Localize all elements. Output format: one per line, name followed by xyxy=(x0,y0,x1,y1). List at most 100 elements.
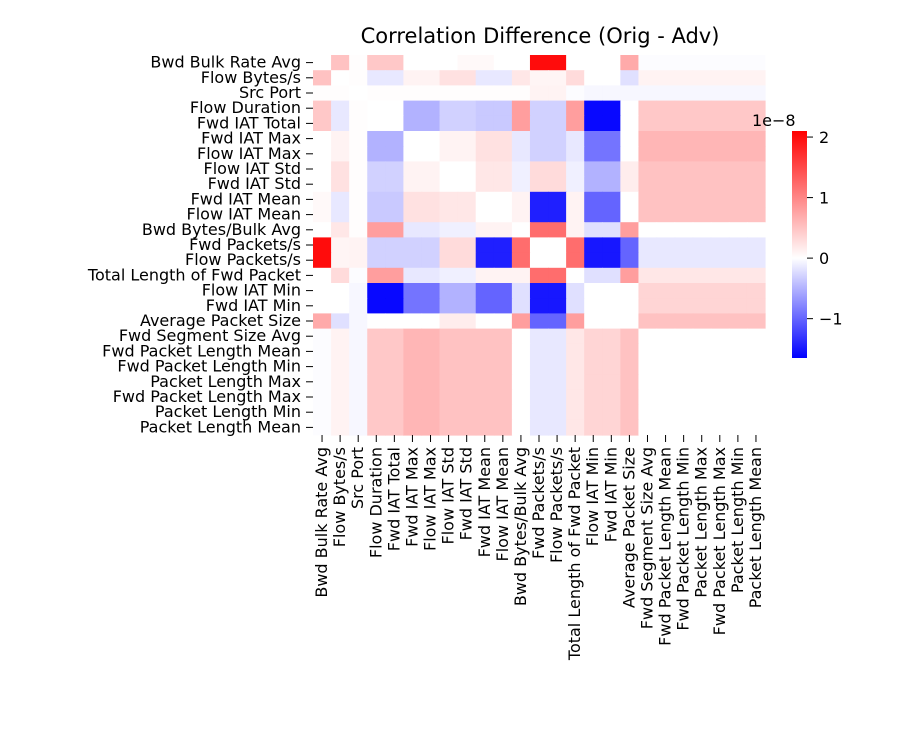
heatmap-cell xyxy=(566,298,585,314)
heatmap-cell xyxy=(584,313,603,330)
heatmap-cell xyxy=(548,359,567,375)
heatmap-cell xyxy=(602,161,621,178)
heatmap-cell xyxy=(403,176,423,193)
heatmap-cell xyxy=(692,85,712,102)
heatmap-cell xyxy=(511,131,531,147)
heatmap-cell xyxy=(421,161,441,178)
heatmap-cell xyxy=(728,359,748,375)
heatmap-cell xyxy=(313,298,332,314)
heatmap-cell xyxy=(656,328,676,345)
heatmap-cell xyxy=(475,419,495,436)
heatmap-cell xyxy=(584,85,603,102)
heatmap-cell xyxy=(349,115,368,132)
heatmap-cell xyxy=(638,359,658,375)
heatmap-cell xyxy=(674,207,694,223)
y-tick-label: Packet Length Mean xyxy=(140,417,301,436)
heatmap-cell xyxy=(620,115,640,132)
heatmap-cell xyxy=(746,85,766,102)
heatmap-cell xyxy=(656,161,676,178)
heatmap-cell xyxy=(584,131,603,147)
y-tick-label: Bwd Bytes/Bulk Avg xyxy=(142,220,301,239)
heatmap-cell xyxy=(584,252,603,269)
x-tick-label: Packet Length Max xyxy=(692,447,711,598)
heatmap-cell xyxy=(493,70,513,86)
heatmap-cell xyxy=(602,328,621,345)
heatmap-cell xyxy=(602,176,621,193)
heatmap-cell xyxy=(692,70,712,86)
heatmap-cell xyxy=(385,343,404,360)
heatmap-cell xyxy=(566,328,585,345)
heatmap-cell xyxy=(511,146,531,162)
heatmap-cell xyxy=(385,419,404,436)
x-tick-label: Fwd IAT Std xyxy=(457,447,476,540)
heatmap-cell xyxy=(421,359,441,375)
heatmap-cell xyxy=(638,176,658,193)
heatmap-cell xyxy=(421,146,441,162)
heatmap-cell xyxy=(493,298,513,314)
heatmap-cell xyxy=(529,191,549,208)
heatmap-cell xyxy=(638,237,658,254)
heatmap-cell xyxy=(457,55,477,71)
heatmap-cell xyxy=(602,85,621,102)
heatmap-cell xyxy=(331,85,350,102)
heatmap-cell xyxy=(367,161,386,178)
heatmap-cell xyxy=(728,343,748,360)
heatmap-cell xyxy=(692,176,712,193)
heatmap-cell xyxy=(331,207,350,223)
heatmap-cell xyxy=(674,70,694,86)
heatmap-cell xyxy=(367,283,386,299)
heatmap-cell xyxy=(439,100,459,117)
heatmap-cell xyxy=(620,389,640,406)
y-tick-label: Fwd Packet Length Max xyxy=(113,387,301,406)
heatmap-cell xyxy=(548,115,567,132)
heatmap-cell xyxy=(313,222,332,238)
heatmap-cell xyxy=(728,298,748,314)
heatmap-cell xyxy=(475,100,495,117)
heatmap-cell xyxy=(566,176,585,193)
heatmap-cell xyxy=(584,404,603,421)
heatmap-cell xyxy=(385,298,404,314)
heatmap-cell xyxy=(529,131,549,147)
heatmap-cell xyxy=(511,237,531,254)
heatmap-cell xyxy=(349,161,368,178)
heatmap-cell xyxy=(602,207,621,223)
x-tick-label: Average Packet Size xyxy=(619,447,638,608)
heatmap-cell xyxy=(313,343,332,360)
heatmap-cell xyxy=(457,298,477,314)
heatmap-cell xyxy=(511,207,531,223)
heatmap-cell xyxy=(710,222,730,238)
heatmap-cell xyxy=(313,267,332,284)
heatmap-cell xyxy=(746,313,766,330)
heatmap-cell xyxy=(728,389,748,406)
heatmap-cell xyxy=(638,115,658,132)
heatmap-cell xyxy=(548,207,567,223)
y-tick-label: Fwd IAT Max xyxy=(201,129,301,148)
heatmap-cell xyxy=(638,161,658,178)
heatmap-cell xyxy=(584,55,603,71)
heatmap-cell xyxy=(620,267,640,284)
heatmap-cell xyxy=(529,222,549,238)
heatmap-cell xyxy=(710,100,730,117)
heatmap-cell xyxy=(620,131,640,147)
y-tick-label: Total Length of Fwd Packet xyxy=(87,265,301,284)
heatmap-cell xyxy=(602,222,621,238)
heatmap-cell xyxy=(349,191,368,208)
heatmap-cell xyxy=(692,207,712,223)
y-tick-label: Fwd IAT Mean xyxy=(191,189,301,208)
heatmap-cell xyxy=(439,283,459,299)
heatmap-cell xyxy=(529,85,549,102)
heatmap-cell xyxy=(674,100,694,117)
heatmap-cell xyxy=(566,146,585,162)
heatmap-cell xyxy=(439,359,459,375)
heatmap-cell xyxy=(511,404,531,421)
heatmap-cell xyxy=(710,404,730,421)
heatmap-cell xyxy=(403,100,423,117)
heatmap-cell xyxy=(548,55,567,71)
x-tick-label: Fwd Packet Length Min xyxy=(674,447,693,631)
x-tick-label: Fwd Segment Size Avg xyxy=(637,447,656,629)
heatmap-cell xyxy=(674,313,694,330)
heatmap-cell xyxy=(475,191,495,208)
heatmap-cell xyxy=(602,131,621,147)
heatmap-cell xyxy=(566,237,585,254)
x-tick-label: Fwd IAT Mean xyxy=(475,447,494,557)
